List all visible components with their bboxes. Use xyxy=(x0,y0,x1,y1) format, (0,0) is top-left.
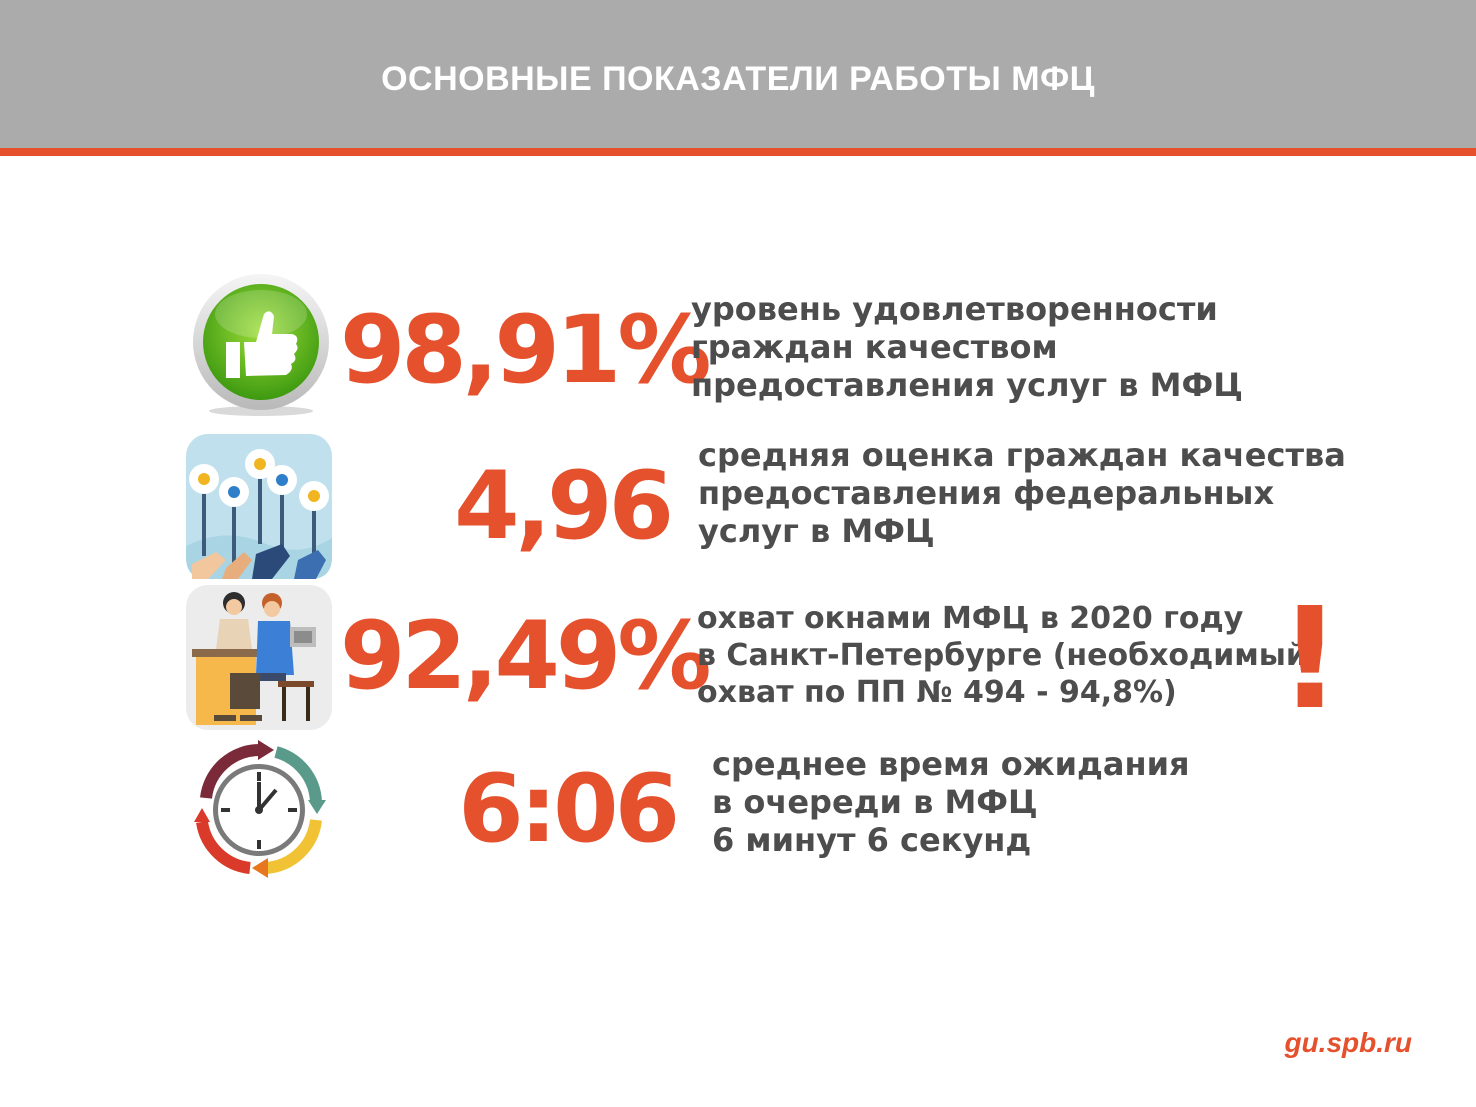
metric-value-wait-time: 6:06 xyxy=(458,755,680,864)
metric-line: 6 минут 6 секунд xyxy=(712,821,1032,859)
exclamation-icon: ! xyxy=(1278,578,1342,741)
metric-line: средняя оценка граждан качества xyxy=(698,436,1346,474)
metric-line: уровень удовлетворенности xyxy=(691,290,1218,328)
metric-description-coverage: охват окнами МФЦ в 2020 году в Санкт-Пет… xyxy=(697,600,1307,711)
metric-description-satisfaction: уровень удовлетворенности граждан качест… xyxy=(691,290,1243,404)
page-title: ОСНОВНЫЕ ПОКАЗАТЕЛИ РАБОТЫ МФЦ xyxy=(381,60,1095,98)
header-accent-line xyxy=(0,148,1476,156)
metric-description-rating: средняя оценка граждан качества предоста… xyxy=(698,436,1346,550)
metric-line: охват по ПП № 494 - 94,8%) xyxy=(697,675,1177,710)
metric-value-rating: 4,96 xyxy=(454,452,674,561)
metric-line: граждан качеством xyxy=(691,328,1058,366)
metric-line: охват окнами МФЦ в 2020 году xyxy=(697,601,1244,636)
footer-site-link[interactable]: gu.spb.ru xyxy=(1284,1027,1412,1058)
metric-line: среднее время ожидания xyxy=(712,745,1190,783)
metric-description-wait-time: среднее время ожидания в очереди в МФЦ 6… xyxy=(712,745,1190,859)
metric-value-satisfaction: 98,91% xyxy=(340,296,712,405)
clock-icon xyxy=(186,738,332,883)
metric-line: в очереди в МФЦ xyxy=(712,783,1038,821)
service-desk-icon xyxy=(186,585,332,730)
voting-hands-icon xyxy=(186,434,332,579)
metric-line: предоставления федеральных xyxy=(698,474,1275,512)
metric-line: услуг в МФЦ xyxy=(698,512,935,550)
thumbs-up-icon xyxy=(190,272,332,417)
header-bar xyxy=(0,0,1476,148)
metric-value-coverage: 92,49% xyxy=(340,602,712,711)
metric-line: предоставления услуг в МФЦ xyxy=(691,366,1243,404)
metric-line: в Санкт-Петербурге (необходимый xyxy=(697,638,1307,673)
